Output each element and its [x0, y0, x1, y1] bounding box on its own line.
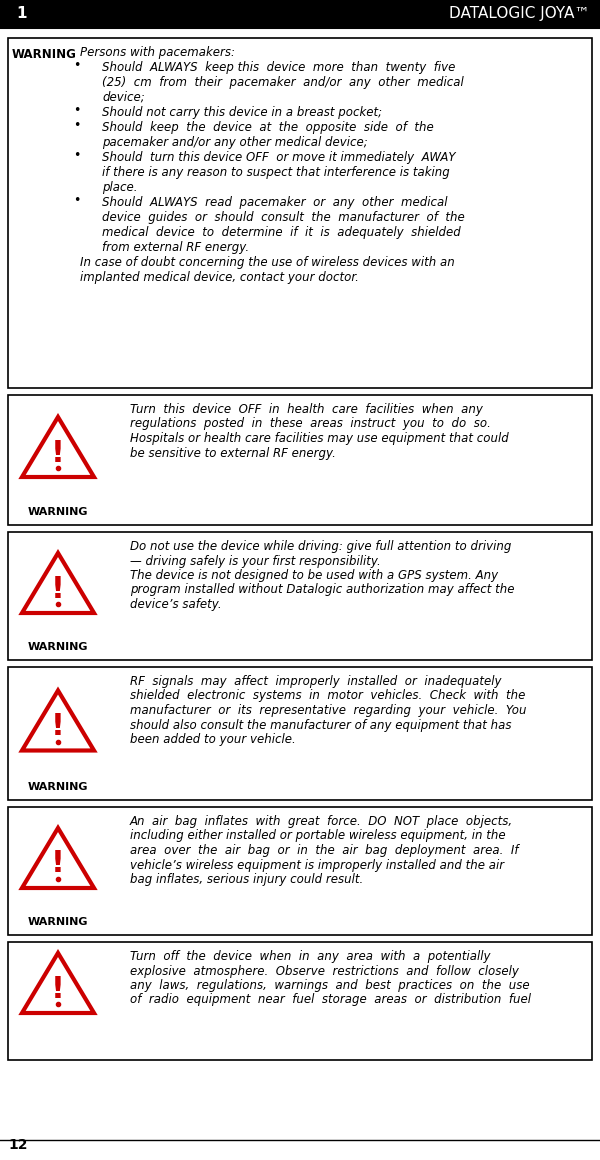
Text: pacemaker and/or any other medical device;: pacemaker and/or any other medical devic…: [102, 136, 368, 148]
Text: Do not use the device while driving: give full attention to driving: Do not use the device while driving: giv…: [130, 541, 511, 553]
Text: medical  device  to  determine  if  it  is  adequately  shielded: medical device to determine if it is ade…: [102, 226, 461, 239]
Text: !: !: [51, 974, 65, 1003]
Bar: [8, 942, 592, 1060]
Text: regulations  posted  in  these  areas  instruct  you  to  do  so.: regulations posted in these areas instru…: [130, 418, 491, 430]
Text: vehicle’s wireless equipment is improperly installed and the air: vehicle’s wireless equipment is improper…: [130, 858, 504, 871]
Text: Should  ALWAYS  keep this  device  more  than  twenty  five: Should ALWAYS keep this device more than…: [102, 61, 455, 74]
Bar: [8, 38, 592, 387]
Text: Turn  this  device  OFF  in  health  care  facilities  when  any: Turn this device OFF in health care faci…: [130, 403, 483, 416]
Text: including either installed or portable wireless equipment, in the: including either installed or portable w…: [130, 829, 506, 842]
Text: •: •: [73, 104, 80, 117]
Text: !: !: [51, 438, 65, 467]
Text: !: !: [51, 574, 65, 603]
Text: place.: place.: [102, 181, 137, 194]
Bar: [0, 0, 600, 27]
Text: •: •: [73, 148, 80, 162]
Text: !: !: [51, 712, 65, 741]
Polygon shape: [22, 828, 94, 889]
Text: Hospitals or health care facilities may use equipment that could: Hospitals or health care facilities may …: [130, 432, 509, 445]
Text: An  air  bag  inflates  with  great  force.  DO  NOT  place  objects,: An air bag inflates with great force. DO…: [130, 815, 513, 828]
Text: •: •: [73, 119, 80, 132]
Polygon shape: [22, 690, 94, 751]
Bar: [8, 667, 592, 800]
Text: WARNING: WARNING: [28, 782, 88, 792]
Text: Turn  off  the  device  when  in  any  area  with  a  potentially: Turn off the device when in any area wit…: [130, 950, 491, 963]
Polygon shape: [22, 416, 94, 477]
Text: from external RF energy.: from external RF energy.: [102, 241, 249, 254]
Text: Should  turn this device OFF  or move it immediately  AWAY: Should turn this device OFF or move it i…: [102, 151, 455, 164]
Text: area  over  the  air  bag  or  in  the  air  bag  deployment  area.  If: area over the air bag or in the air bag …: [130, 844, 518, 857]
Text: DATALOGIC JOYA™: DATALOGIC JOYA™: [449, 6, 590, 21]
Text: Should not carry this device in a breast pocket;: Should not carry this device in a breast…: [102, 106, 382, 119]
Text: been added to your vehicle.: been added to your vehicle.: [130, 733, 296, 746]
Polygon shape: [22, 954, 94, 1013]
Text: any  laws,  regulations,  warnings  and  best  practices  on  the  use: any laws, regulations, warnings and best…: [130, 979, 530, 992]
Text: manufacturer  or  its  representative  regarding  your  vehicle.  You: manufacturer or its representative regar…: [130, 704, 527, 717]
Text: — driving safely is your first responsibility.: — driving safely is your first responsib…: [130, 554, 381, 567]
Text: WARNING: WARNING: [28, 918, 88, 927]
Text: explosive  atmosphere.  Observe  restrictions  and  follow  closely: explosive atmosphere. Observe restrictio…: [130, 964, 519, 978]
Text: WARNING: WARNING: [28, 507, 88, 517]
Text: if there is any reason to suspect that interference is taking: if there is any reason to suspect that i…: [102, 166, 450, 179]
Text: 1: 1: [17, 6, 27, 21]
Text: (25)  cm  from  their  pacemaker  and/or  any  other  medical: (25) cm from their pacemaker and/or any …: [102, 77, 464, 89]
Circle shape: [9, 0, 35, 27]
Text: WARNING: WARNING: [12, 48, 77, 61]
Bar: [8, 807, 592, 935]
Text: Should  keep  the  device  at  the  opposite  side  of  the: Should keep the device at the opposite s…: [102, 121, 434, 135]
Text: implanted medical device, contact your doctor.: implanted medical device, contact your d…: [80, 271, 359, 284]
Text: shielded  electronic  systems  in  motor  vehicles.  Check  with  the: shielded electronic systems in motor veh…: [130, 689, 526, 703]
Text: device;: device;: [102, 90, 145, 104]
Text: device  guides  or  should  consult  the  manufacturer  of  the: device guides or should consult the manu…: [102, 211, 465, 224]
Bar: [8, 532, 592, 660]
Text: •: •: [73, 194, 80, 206]
Text: bag inflates, serious injury could result.: bag inflates, serious injury could resul…: [130, 873, 363, 886]
Text: The device is not designed to be used with a GPS system. Any: The device is not designed to be used wi…: [130, 570, 498, 582]
Text: of  radio  equipment  near  fuel  storage  areas  or  distribution  fuel: of radio equipment near fuel storage are…: [130, 993, 531, 1007]
Text: Persons with pacemakers:: Persons with pacemakers:: [80, 46, 235, 59]
Text: WARNING: WARNING: [28, 641, 88, 652]
Text: RF  signals  may  affect  improperly  installed  or  inadequately: RF signals may affect improperly install…: [130, 675, 502, 688]
Text: Should  ALWAYS  read  pacemaker  or  any  other  medical: Should ALWAYS read pacemaker or any othe…: [102, 196, 448, 209]
Bar: [8, 396, 592, 525]
Text: •: •: [73, 59, 80, 72]
Text: 12: 12: [8, 1138, 28, 1152]
Text: be sensitive to external RF energy.: be sensitive to external RF energy.: [130, 447, 336, 459]
Text: program installed without Datalogic authorization may affect the: program installed without Datalogic auth…: [130, 583, 515, 596]
Text: In case of doubt concerning the use of wireless devices with an: In case of doubt concerning the use of w…: [80, 256, 455, 269]
Text: !: !: [51, 849, 65, 878]
Text: should also consult the manufacturer of any equipment that has: should also consult the manufacturer of …: [130, 718, 511, 732]
Text: device’s safety.: device’s safety.: [130, 599, 221, 611]
Polygon shape: [22, 553, 94, 612]
